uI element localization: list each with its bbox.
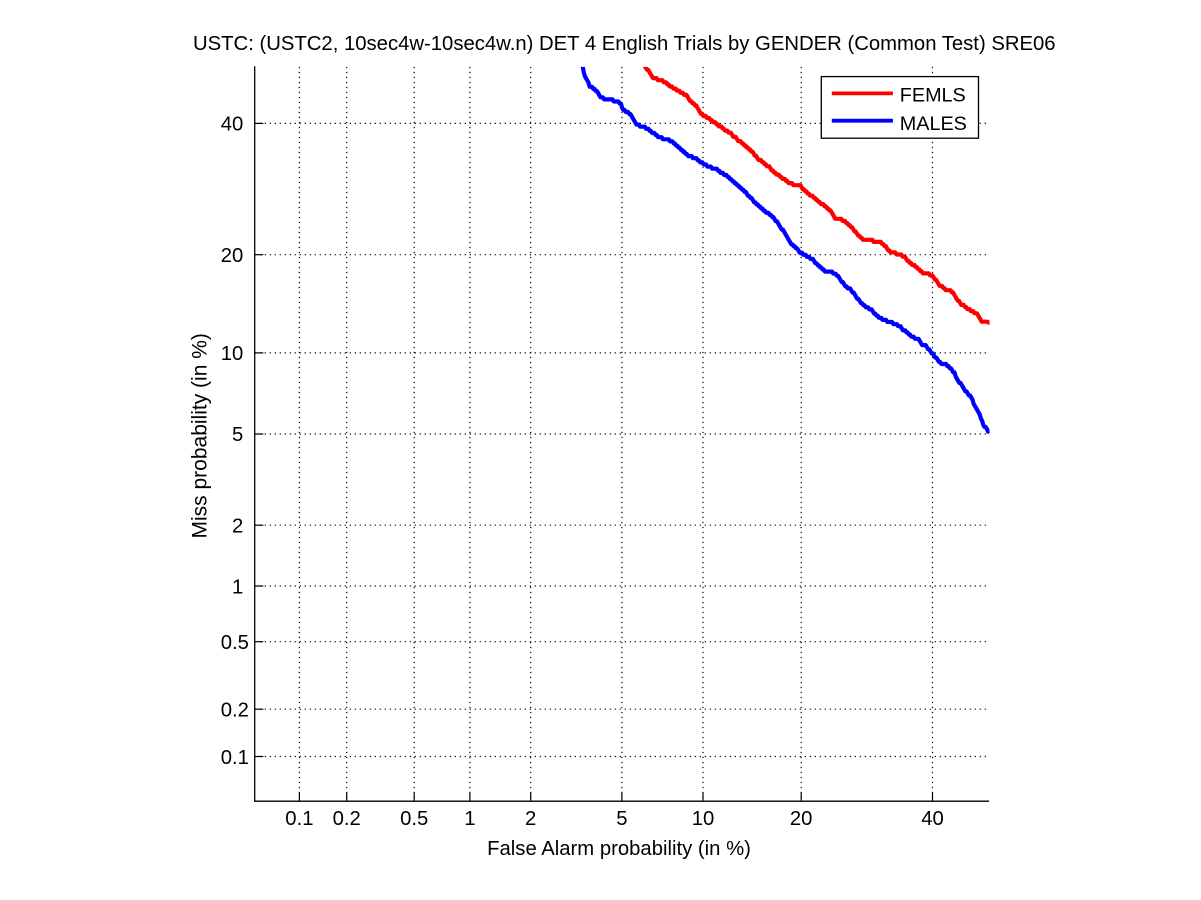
svg-text:2: 2 xyxy=(232,516,243,538)
svg-text:10: 10 xyxy=(221,343,244,365)
svg-text:MALES: MALES xyxy=(900,113,967,135)
svg-text:2: 2 xyxy=(525,808,536,830)
svg-text:0.5: 0.5 xyxy=(221,632,249,654)
svg-text:Miss probability (in %): Miss probability (in %) xyxy=(189,333,212,538)
svg-text:0.2: 0.2 xyxy=(221,700,249,722)
svg-text:FEMLS: FEMLS xyxy=(900,85,966,107)
svg-text:False Alarm probability (in %): False Alarm probability (in %) xyxy=(487,838,751,860)
svg-text:40: 40 xyxy=(221,114,244,136)
svg-text:10: 10 xyxy=(692,808,715,830)
svg-text:0.5: 0.5 xyxy=(400,808,428,830)
svg-text:USTC: (USTC2, 10sec4w-10sec4w.: USTC: (USTC2, 10sec4w-10sec4w.n) DET 4 E… xyxy=(193,33,1056,55)
svg-text:0.1: 0.1 xyxy=(221,747,249,769)
svg-text:0.1: 0.1 xyxy=(285,808,313,830)
svg-text:5: 5 xyxy=(232,424,243,446)
svg-text:20: 20 xyxy=(790,808,813,830)
svg-text:0.2: 0.2 xyxy=(333,808,361,830)
svg-text:1: 1 xyxy=(232,576,243,598)
svg-text:40: 40 xyxy=(921,808,944,830)
svg-text:20: 20 xyxy=(221,245,244,267)
svg-text:5: 5 xyxy=(616,808,627,830)
svg-text:1: 1 xyxy=(464,808,475,830)
